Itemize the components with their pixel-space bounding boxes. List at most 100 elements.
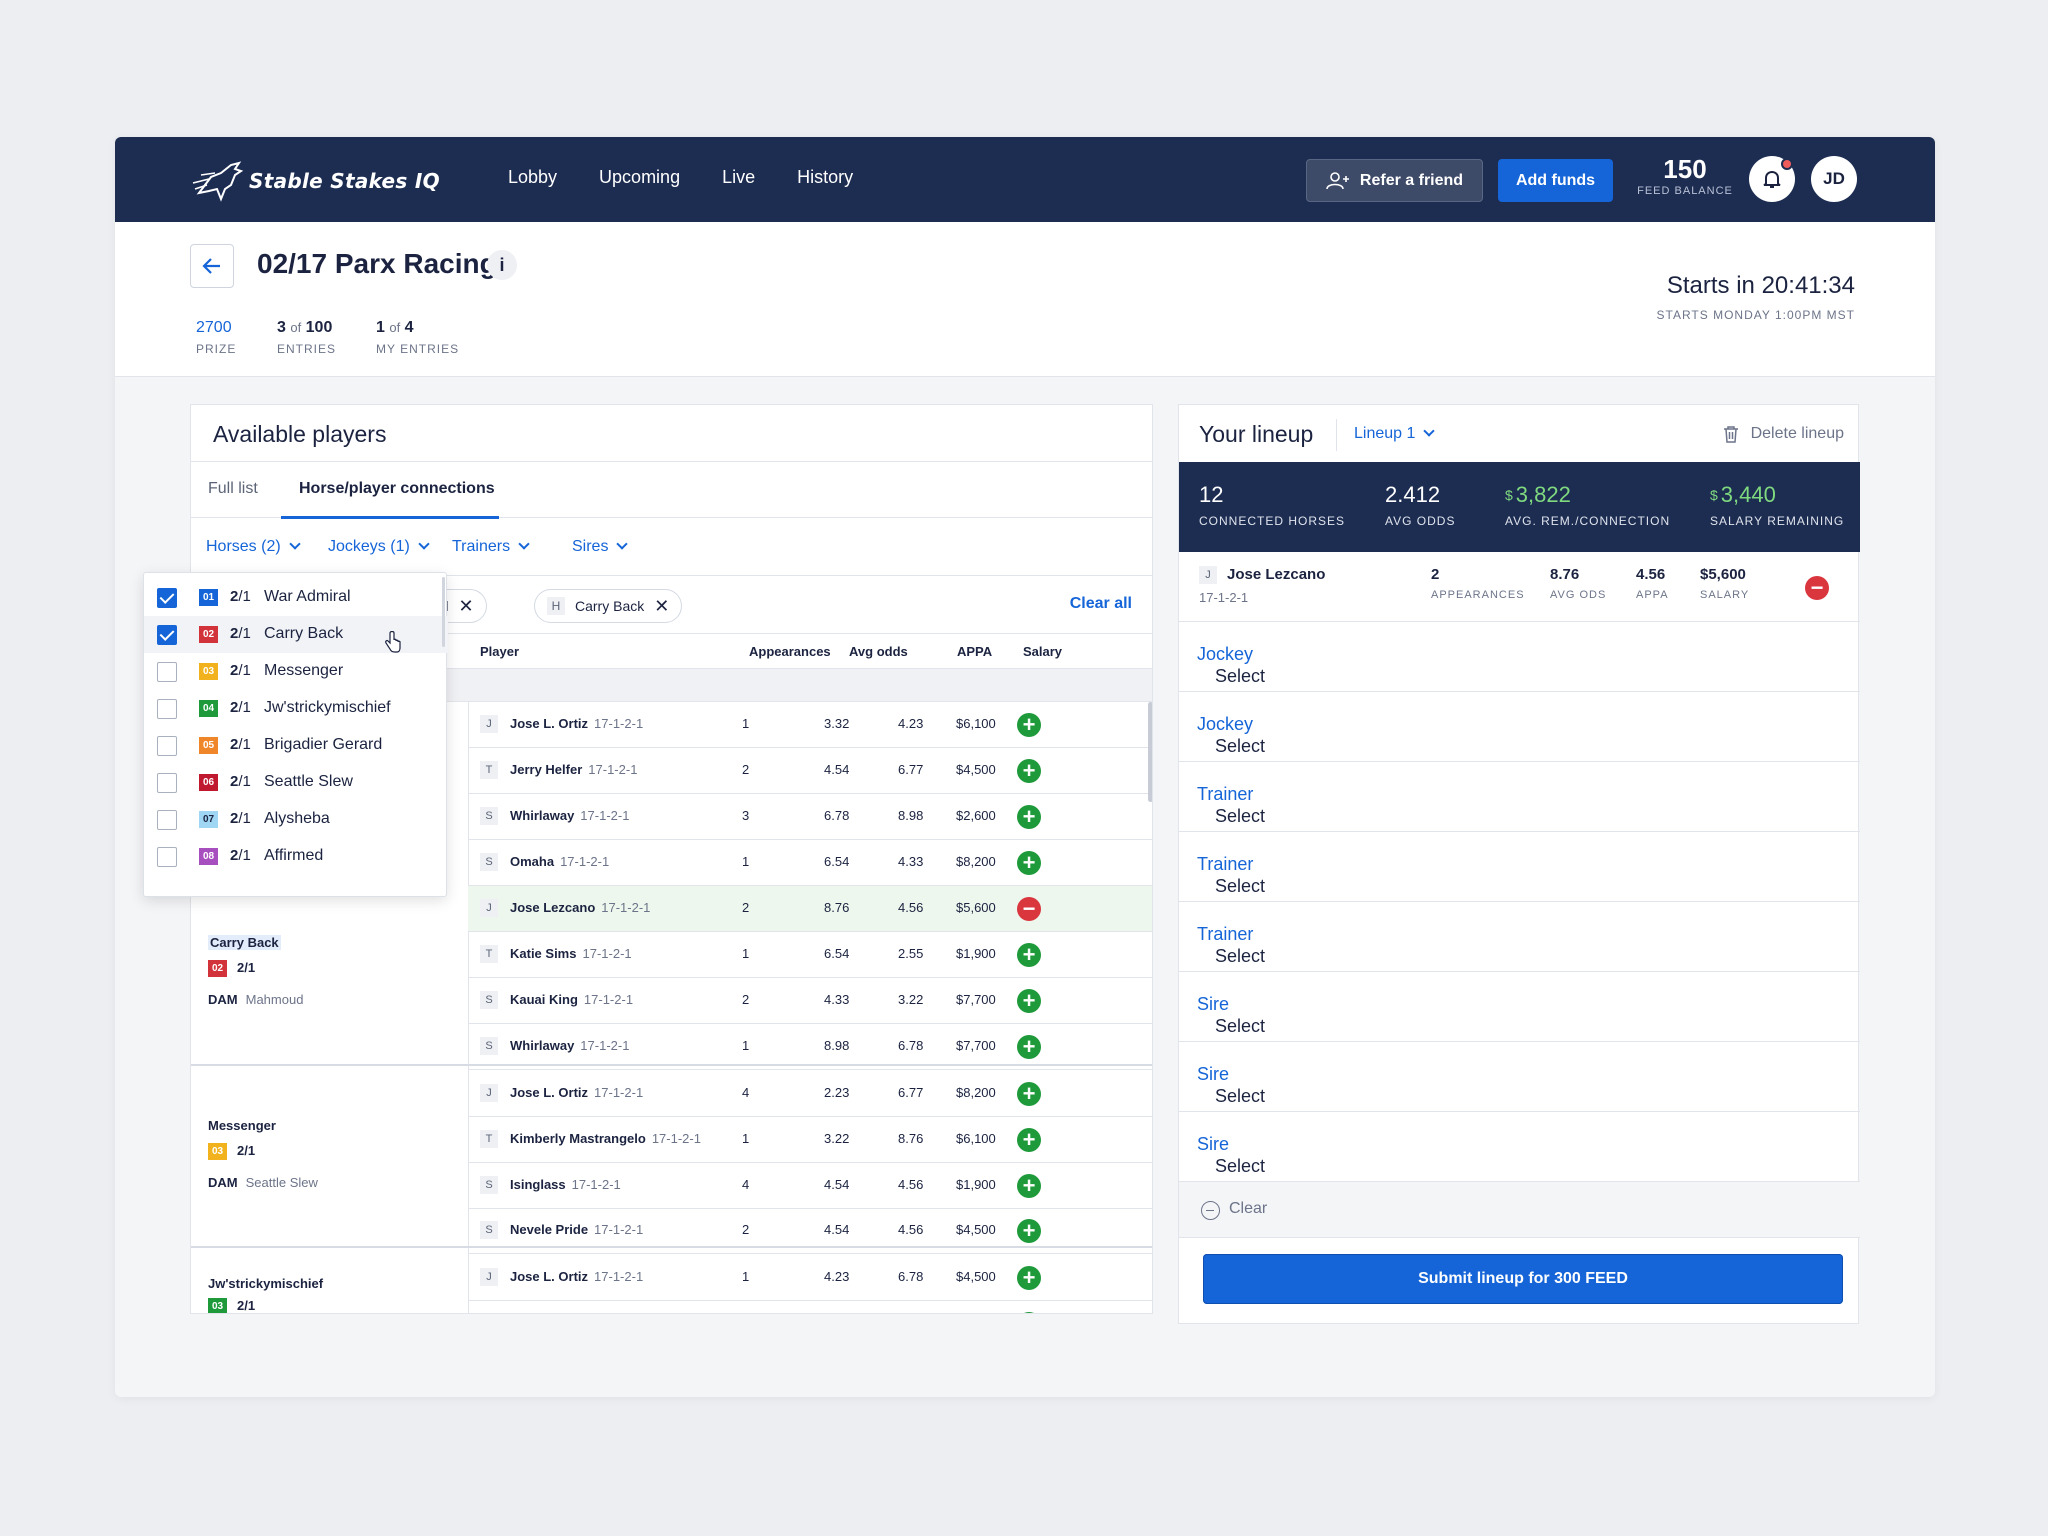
select-trainer-slot[interactable]: Select Trainer [1179, 832, 1860, 902]
checkbox[interactable] [157, 847, 177, 867]
dropdown-scrollbar[interactable] [442, 577, 445, 647]
dropdown-option[interactable]: 02 2/1 Carry Back [144, 616, 448, 653]
table-scrollbar[interactable] [1148, 702, 1152, 802]
dropdown-option[interactable]: 04 2/1 Jw'strickymischief [144, 690, 448, 727]
clear-all-button[interactable]: Clear all [1069, 595, 1132, 612]
table-row[interactable]: S Whirlaway 17-1-2-1 3 6.78 8.98 $2,600 + [468, 794, 1152, 840]
nav-upcoming[interactable]: Upcoming [599, 167, 681, 187]
info-button[interactable]: i [487, 250, 517, 280]
bell-icon [1763, 170, 1781, 188]
player-name[interactable]: Nevele Pride 17-1-2-1 [510, 1222, 644, 1237]
table-row[interactable]: J Jose Lezcano 17-1-2-1 2 8.76 4.56 $5,600 − [468, 886, 1152, 932]
close-icon[interactable]: ✕ [458, 595, 474, 616]
player-name[interactable]: Jose Lezcano 17-1-2-1 [510, 900, 651, 915]
table-row[interactable]: T Katie Sims 17-1-2-1 1 6.54 2.55 $1,900 + [468, 932, 1152, 978]
filter-horses[interactable]: Horses (2) [206, 538, 301, 556]
select-jockey-slot[interactable]: Select Jockey [1179, 622, 1860, 692]
player-name[interactable]: Whirlaway 17-1-2-1 [510, 1038, 630, 1053]
back-button[interactable] [190, 244, 234, 288]
filter-trainers[interactable]: Trainers [452, 538, 530, 556]
checkbox[interactable] [157, 736, 177, 756]
player-name[interactable]: Kauai King 17-1-2-1 [510, 992, 634, 1007]
column-appa[interactable]: APPA [957, 644, 993, 659]
table-row[interactable]: S Whirlaway 17-1-2-1 1 8.98 6.78 $7,700 + [468, 1024, 1152, 1070]
remove-player-button[interactable]: − [1017, 897, 1041, 921]
column-player[interactable]: Player [480, 644, 520, 659]
column-avg-odds[interactable]: Avg odds [849, 644, 908, 659]
notifications-button[interactable] [1749, 156, 1795, 202]
select-sire-slot[interactable]: Select Sire [1179, 1042, 1860, 1112]
add-player-button[interactable]: + [1017, 713, 1041, 737]
column-appearances[interactable]: Appearances [749, 644, 831, 659]
tab-full-list[interactable]: Full list [208, 480, 258, 497]
checkbox[interactable] [157, 773, 177, 793]
select-sire-slot[interactable]: Select Sire [1179, 1112, 1860, 1182]
nav-lobby[interactable]: Lobby [508, 167, 558, 187]
player-name[interactable]: Jose L. Ortiz 17-1-2-1 [510, 1085, 644, 1100]
add-funds-button[interactable]: Add funds [1498, 159, 1613, 202]
table-row[interactable]: J Jose L. Ortiz 17-1-2-1 4 2.23 6.77 $8,200 + [468, 1071, 1152, 1117]
avatar[interactable]: JD [1811, 156, 1857, 202]
add-player-button[interactable]: + [1017, 1035, 1041, 1059]
nav-history[interactable]: History [797, 167, 854, 187]
table-row[interactable]: S Nevele Pride 17-1-2-1 2 4.54 4.56 $4,500 + [468, 1208, 1152, 1254]
table-row[interactable]: S Isinglass 17-1-2-1 4 4.54 4.56 $1,900 + [468, 1163, 1152, 1209]
add-player-button[interactable]: + [1017, 989, 1041, 1013]
player-name[interactable]: Jose L. Ortiz 17-1-2-1 [510, 1269, 644, 1284]
checkbox[interactable] [157, 625, 177, 645]
dropdown-option[interactable]: 07 2/1 Alysheba [144, 801, 448, 838]
table-row[interactable]: S Omaha 17-1-2-1 1 6.54 4.33 $8,200 + [468, 840, 1152, 886]
submit-lineup-button[interactable]: Submit lineup for 300 FEED [1203, 1254, 1843, 1304]
select-sire-slot[interactable]: Select Sire [1179, 972, 1860, 1042]
player-name[interactable]: Jerry Helfer 17-1-2-1 [510, 762, 638, 777]
player-name[interactable]: Isinglass 17-1-2-1 [510, 1177, 621, 1192]
refer-friend-button[interactable]: Refer a friend [1306, 159, 1483, 202]
dropdown-option[interactable]: 06 2/1 Seattle Slew [144, 764, 448, 801]
table-row[interactable]: S Kauai King 17-1-2-1 2 4.33 3.22 $7,700 + [468, 978, 1152, 1024]
dropdown-option[interactable]: 01 2/1 War Admiral [144, 579, 448, 616]
delete-lineup-button[interactable]: Delete lineup [1723, 425, 1844, 443]
add-player-button[interactable]: + [1017, 1082, 1041, 1106]
add-player-button[interactable]: + [1017, 851, 1041, 875]
nav-live[interactable]: Live [722, 167, 756, 187]
player-name[interactable]: Whirlaway 17-1-2-1 [510, 808, 630, 823]
table-row[interactable]: J Jose L. Ortiz 17-1-2-1 1 4.23 6.78 $4,500 + [468, 1255, 1152, 1301]
select-jockey-slot[interactable]: Select Jockey [1179, 692, 1860, 762]
horse-number-badge: 07 [199, 811, 218, 828]
checkbox[interactable] [157, 699, 177, 719]
table-row[interactable]: T Kimberly Mastrangelo 17-1-2-1 1 3.22 8.76 $6… [468, 1117, 1152, 1163]
player-name[interactable]: Omaha 17-1-2-1 [510, 854, 610, 869]
player-name[interactable]: Jose L. Ortiz 17-1-2-1 [510, 716, 644, 731]
add-player-button[interactable]: + [1017, 1128, 1041, 1152]
close-icon[interactable]: ✕ [654, 595, 670, 616]
add-player-button[interactable]: + [1017, 805, 1041, 829]
dropdown-option[interactable]: 08 2/1 Affirmed [144, 838, 448, 875]
salary-cell: $1,900 [956, 1177, 996, 1192]
tab-connections[interactable]: Horse/player connections [299, 480, 495, 497]
table-row[interactable]: T Jerry Helfer 17-1-2-1 2 4.54 6.77 $4,500 + [468, 748, 1152, 794]
lineup-selector[interactable]: Lineup 1 [1354, 425, 1436, 443]
select-trainer-slot[interactable]: Select Trainer [1179, 902, 1860, 972]
select-trainer-slot[interactable]: Select Trainer [1179, 762, 1860, 832]
remove-player-button[interactable]: − [1805, 576, 1829, 600]
add-player-button[interactable]: + [1017, 1174, 1041, 1198]
add-player-button[interactable]: + [1017, 1312, 1041, 1313]
add-player-button[interactable]: + [1017, 943, 1041, 967]
checkbox[interactable] [157, 588, 177, 608]
player-name[interactable]: Kimberly Mastrangelo 17-1-2-1 [510, 1131, 701, 1146]
filter-jockeys[interactable]: Jockeys (1) [328, 538, 430, 556]
add-player-button[interactable]: + [1017, 759, 1041, 783]
filter-sires[interactable]: Sires [572, 538, 629, 556]
add-player-button[interactable]: + [1017, 1266, 1041, 1290]
table-row[interactable]: J Jose L. Ortiz 17-1-2-1 1 3.32 4.23 $6,100 + [468, 702, 1152, 748]
clear-lineup-button[interactable]: Clear [1179, 1182, 1860, 1238]
column-salary[interactable]: Salary [1023, 644, 1063, 659]
dropdown-option[interactable]: 03 2/1 Messenger [144, 653, 448, 690]
add-player-button[interactable]: + [1017, 1219, 1041, 1243]
checkbox[interactable] [157, 810, 177, 830]
logo[interactable]: Stable Stakes IQ [191, 155, 451, 205]
player-name[interactable]: Katie Sims 17-1-2-1 [510, 946, 632, 961]
dropdown-option[interactable]: 05 2/1 Brigadier Gerard [144, 727, 448, 764]
checkbox[interactable] [157, 662, 177, 682]
